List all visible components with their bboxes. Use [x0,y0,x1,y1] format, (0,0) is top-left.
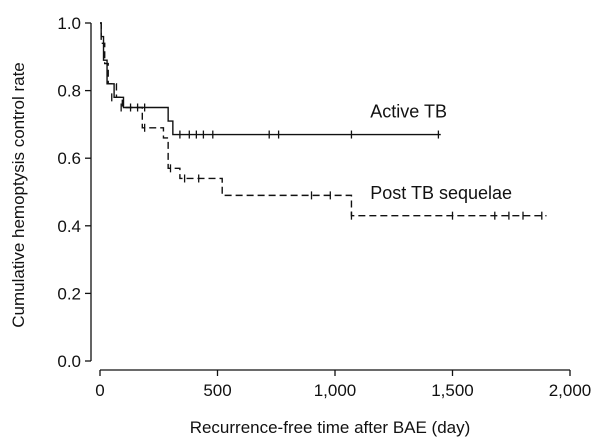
x-axis-label: Recurrence-free time after BAE (day) [190,418,471,437]
x-tick-label: 2,000 [549,381,592,400]
y-tick-label: 0.4 [57,217,81,236]
x-tick-label: 1,500 [431,381,474,400]
series-line-active-tb [100,22,441,136]
y-tick-label: 0.0 [57,352,81,371]
series-label-post-tb-sequelae: Post TB sequelae [370,183,512,203]
ticks: 0.0 0.2 0.4 0.6 0.8 1.0 0 500 1,000 1,500 2,000 [57,14,591,400]
x-tick-label: 500 [203,381,231,400]
y-axis-label: Cumulative hemoptysis control rate [9,62,28,328]
y-tick-label: 0.6 [57,149,81,168]
series-line-post-tb-sequelae [100,22,547,217]
series-label-active-tb: Active TB [370,102,447,122]
x-tick-label: 0 [95,381,104,400]
series [100,22,547,220]
y-tick-label: 0.2 [57,284,81,303]
series-labels: Active TB Post TB sequelae [370,102,512,203]
y-tick-label: 1.0 [57,14,81,33]
x-tick-label: 1,000 [314,381,357,400]
y-tick-label: 0.8 [57,82,81,101]
